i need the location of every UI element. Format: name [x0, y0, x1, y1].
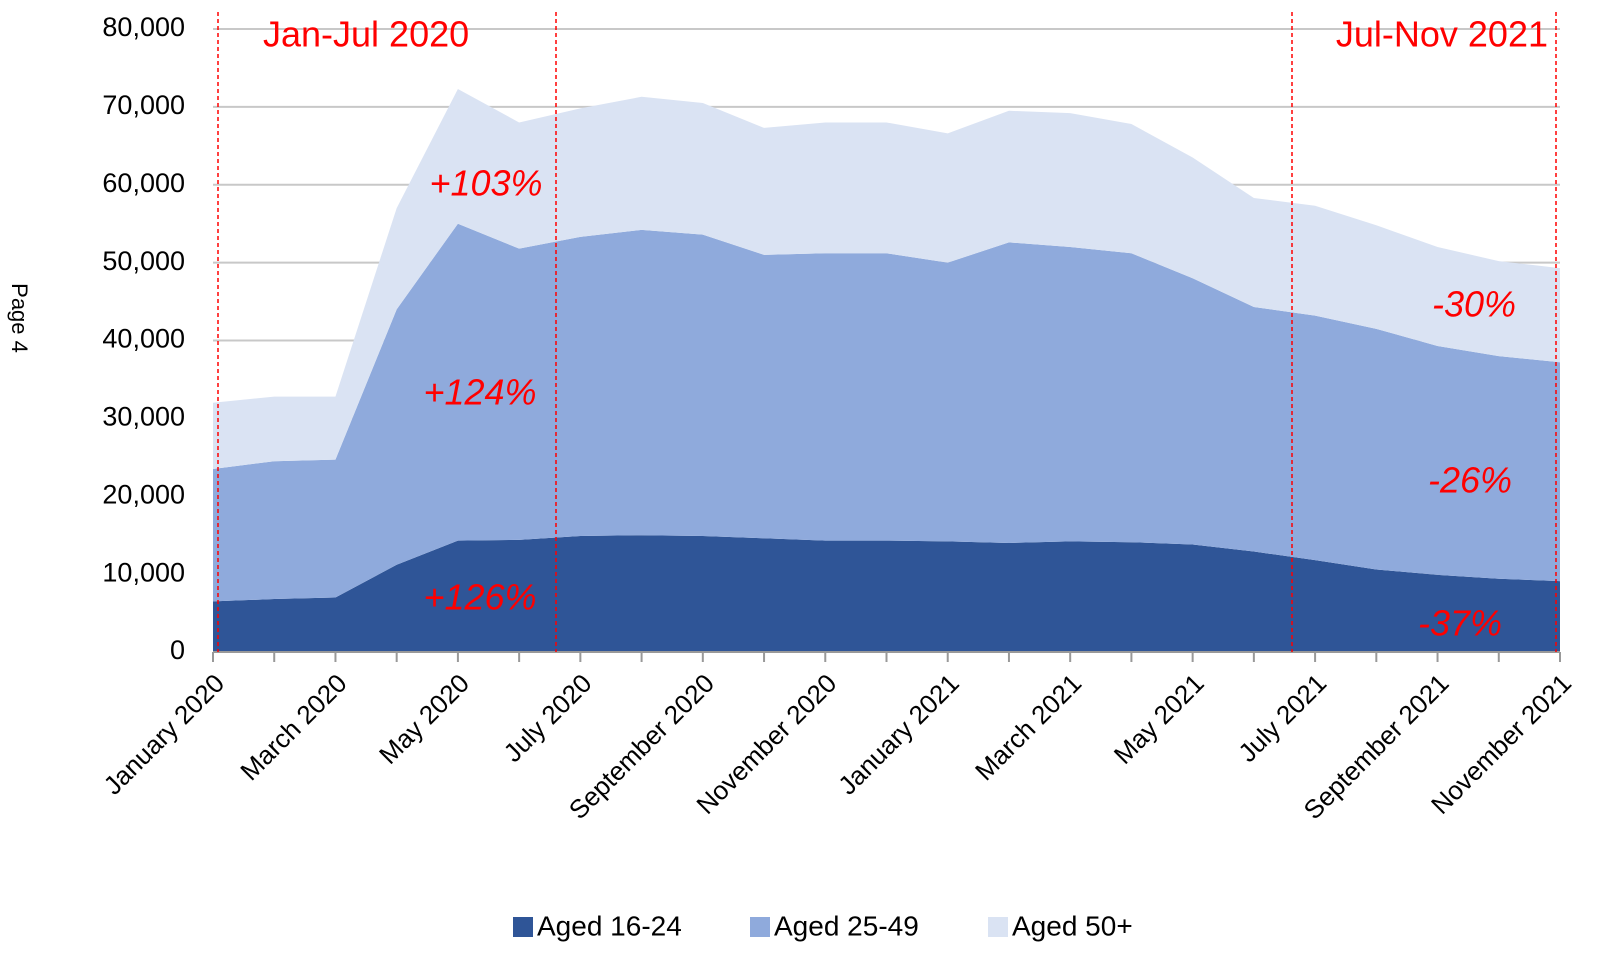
- annotation: -37%: [1418, 603, 1502, 644]
- x-tick-label: July 2021: [1232, 668, 1332, 768]
- x-tick-label: March 2021: [969, 668, 1087, 786]
- y-tick-label: 20,000: [102, 479, 185, 509]
- x-tick-label: May 2021: [1108, 668, 1210, 770]
- x-tick-label: July 2020: [498, 668, 598, 768]
- y-tick-label: 50,000: [102, 246, 185, 276]
- area: [213, 535, 1560, 652]
- legend-label: Aged 25-49: [774, 910, 919, 941]
- annotation: -26%: [1428, 460, 1512, 501]
- x-tick-label: May 2020: [373, 668, 475, 770]
- y-tick-label: 80,000: [102, 12, 185, 42]
- annotation: Jan-Jul 2020: [263, 14, 469, 55]
- annotation: +103%: [429, 163, 542, 204]
- area: [213, 223, 1560, 602]
- annotation: +124%: [423, 372, 536, 413]
- area: [213, 88, 1560, 469]
- legend-swatch: [750, 917, 770, 937]
- legend-label: Aged 16-24: [537, 910, 682, 941]
- legend-label: Aged 50+: [1012, 910, 1133, 941]
- annotation: Jul-Nov 2021: [1336, 14, 1548, 55]
- y-tick-label: 60,000: [102, 168, 185, 198]
- y-tick-label: 10,000: [102, 557, 185, 587]
- x-tick-label: January 2021: [832, 668, 965, 801]
- y-tick-label: 40,000: [102, 324, 185, 354]
- y-tick-label: 30,000: [102, 402, 185, 432]
- page-label: Page 4: [7, 283, 32, 353]
- y-tick-label: 0: [170, 635, 185, 665]
- annotation: +126%: [423, 577, 536, 618]
- legend-swatch: [988, 917, 1008, 937]
- x-tick-label: January 2020: [97, 668, 230, 801]
- annotation: -30%: [1432, 284, 1516, 325]
- y-tick-label: 70,000: [102, 90, 185, 120]
- x-tick-label: March 2020: [234, 668, 352, 786]
- legend-swatch: [513, 917, 533, 937]
